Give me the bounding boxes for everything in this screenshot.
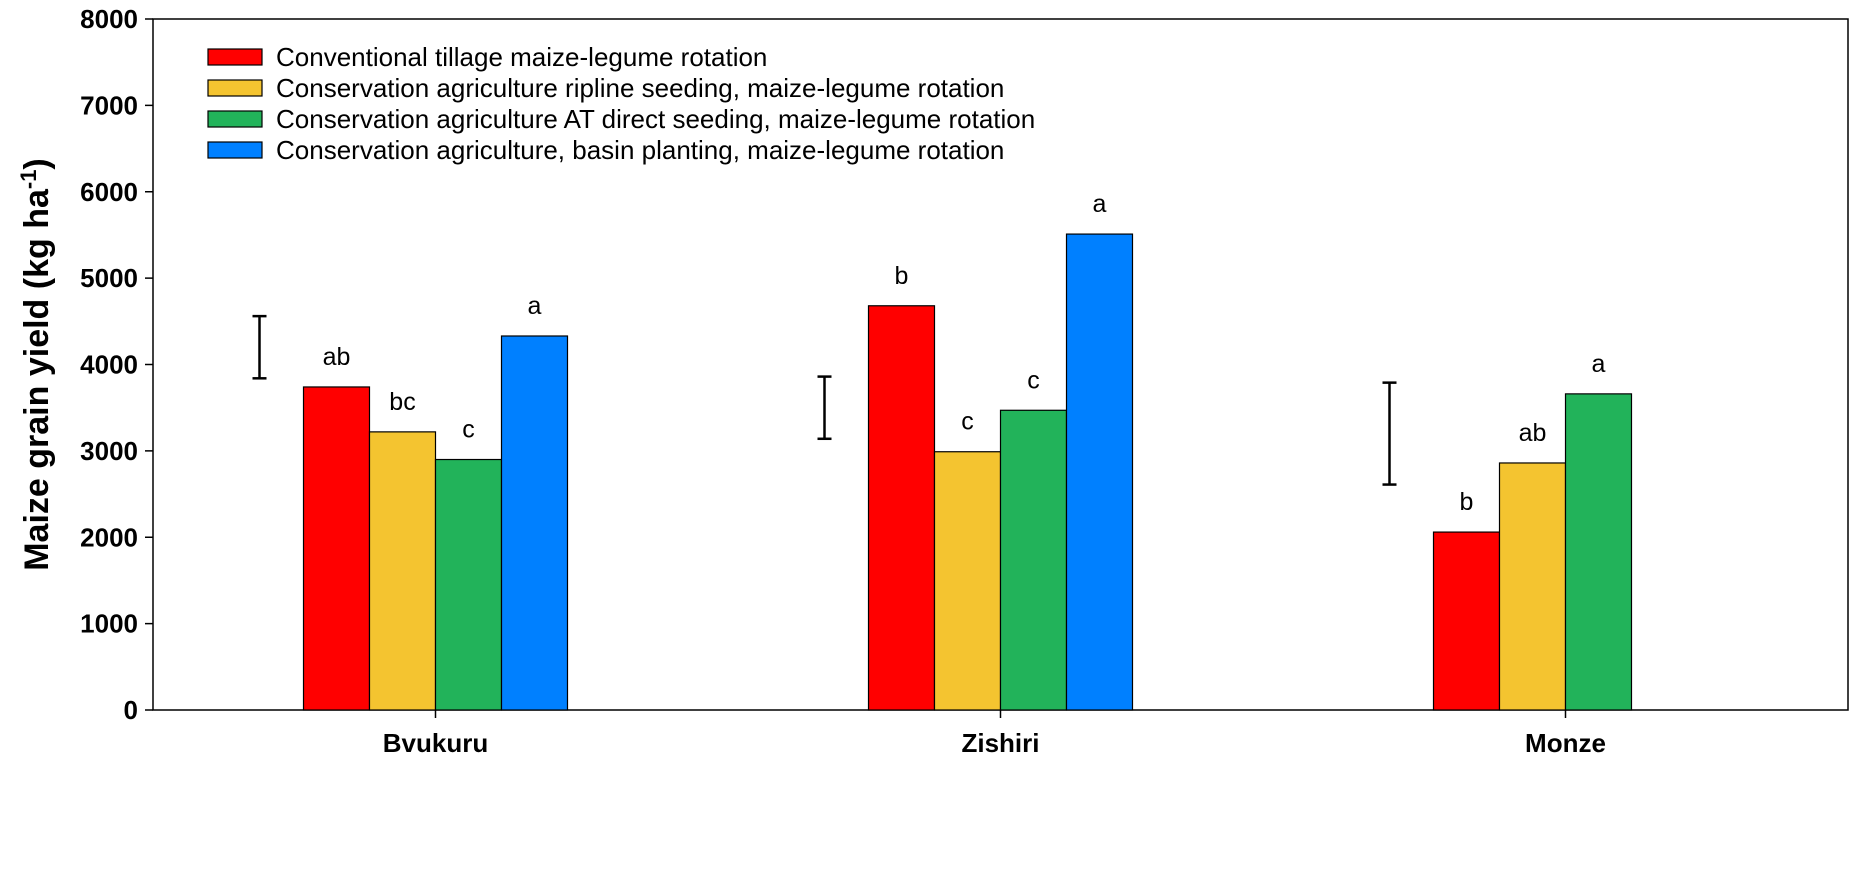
y-tick-label: 1000 <box>80 609 138 639</box>
significance-label: c <box>462 416 475 444</box>
significance-label: a <box>1592 350 1606 378</box>
legend-label: Conservation agriculture ripline seeding… <box>276 73 1004 103</box>
y-tick-label: 3000 <box>80 436 138 466</box>
bar <box>999 409 1068 711</box>
legend-label: Conservation agriculture, basin planting… <box>276 135 1004 165</box>
y-axis-label-main: Maize grain yield (kg ha <box>18 188 56 571</box>
y-tick-label: 4000 <box>80 350 138 380</box>
x-category-label: Monze <box>1525 728 1606 758</box>
y-tick-label: 7000 <box>80 90 138 120</box>
y-axis-label: Maize grain yield (kg ha-1) <box>16 158 57 571</box>
significance-label: ab <box>1519 419 1547 447</box>
significance-label: b <box>895 262 909 290</box>
bar <box>1432 531 1501 711</box>
significance-label: c <box>1027 366 1040 394</box>
y-tick-label: 5000 <box>80 263 138 293</box>
significance-label: ab <box>323 343 351 371</box>
y-axis: 0 1000 2000 3000 4000 5000 6000 7000 8000 <box>80 4 153 725</box>
significance-label: bc <box>389 388 415 416</box>
bar <box>500 335 569 711</box>
y-axis-label-suffix: ) <box>18 158 56 169</box>
legend-swatch <box>207 48 263 66</box>
bar <box>368 431 437 711</box>
y-tick-label: 8000 <box>80 4 138 34</box>
y-axis-label-superscript: -1 <box>16 170 41 190</box>
bar <box>1498 462 1567 711</box>
legend: Conventional tillage maize-legume rotati… <box>207 42 1035 165</box>
significance-label: b <box>1460 488 1474 516</box>
bar <box>434 458 503 711</box>
legend-label: Conventional tillage maize-legume rotati… <box>276 42 767 72</box>
y-tick-label: 2000 <box>80 522 138 552</box>
y-tick-label: 6000 <box>80 177 138 207</box>
significance-label: a <box>1093 190 1107 218</box>
x-category-label: Bvukuru <box>383 728 488 758</box>
legend-swatch <box>207 141 263 159</box>
bar <box>867 305 936 711</box>
x-axis: Bvukuru Zishiri Monze <box>383 710 1606 758</box>
bar <box>1564 393 1633 711</box>
legend-swatch <box>207 79 263 97</box>
legend-swatch <box>207 110 263 128</box>
error-bars <box>252 314 1397 486</box>
bars <box>302 233 1633 711</box>
bar <box>933 451 1002 711</box>
bar <box>302 386 371 711</box>
legend-label: Conservation agriculture AT direct seedi… <box>276 104 1035 134</box>
x-category-label: Zishiri <box>961 728 1039 758</box>
y-tick-label: 0 <box>124 695 138 725</box>
bar <box>1065 233 1134 711</box>
significance-label: c <box>961 408 974 436</box>
significance-label: a <box>528 292 542 320</box>
